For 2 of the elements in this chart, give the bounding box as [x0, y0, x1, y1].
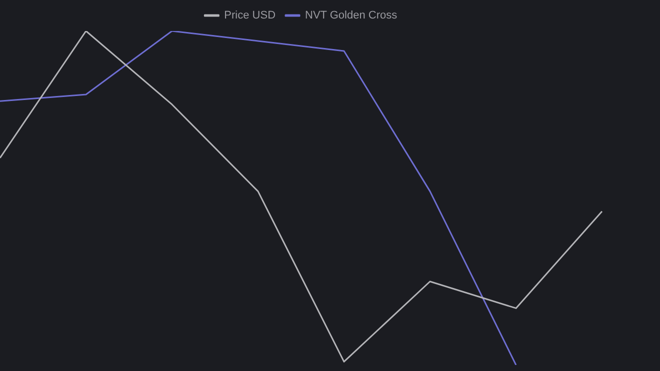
- legend-label: Price USD: [224, 10, 276, 22]
- legend-label: NVT Golden Cross: [305, 10, 398, 22]
